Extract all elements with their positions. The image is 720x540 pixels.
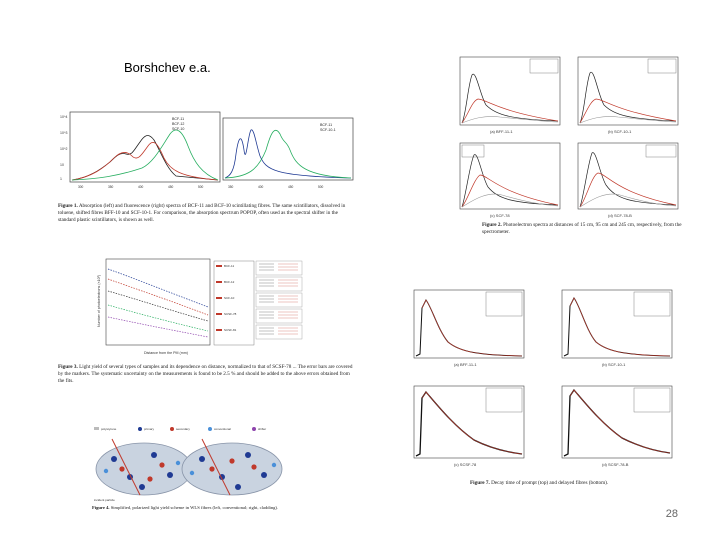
figure-7-caption-text: Decay time of prompt (top) and delayed f… xyxy=(491,480,609,486)
fig7-sub-d: (d) SCSF-78-B xyxy=(602,462,629,467)
svg-text:300: 300 xyxy=(78,185,84,189)
figure-2-caption-label: Figure 2. xyxy=(482,222,502,228)
figure-2: (a) BFF-11-1 (b) SCF-10-1 (c) SCF-78 (d)… xyxy=(450,55,680,225)
fig3-ylabel: Number of photoelectrons (×10³) xyxy=(97,275,101,327)
figure-2-caption-text: Photoelectron spectra at distances of 15… xyxy=(482,222,682,235)
svg-text:10: 10 xyxy=(60,163,64,167)
svg-text:SCSF-81: SCSF-81 xyxy=(224,328,237,332)
svg-text:BCF-11: BCF-11 xyxy=(224,264,234,268)
svg-text:BCF-12: BCF-12 xyxy=(224,280,235,284)
figure-3: Number of photoelectrons (×10³) Distance… xyxy=(96,257,306,359)
figure-7-caption: Figure 7. Decay time of prompt (top) and… xyxy=(470,480,670,487)
figure-4: polystyrene primary secondary convention… xyxy=(92,425,292,503)
fig2-sub-d: (d) SCF-78-B xyxy=(608,213,632,218)
figure-2-plots: (a) BFF-11-1 (b) SCF-10-1 (c) SCF-78 (d)… xyxy=(459,56,679,218)
fig3-xlabel: Distance from the PM (mm) xyxy=(144,351,188,355)
svg-text:SCSF-78: SCSF-78 xyxy=(224,312,237,316)
fig1-left-legend-2: BCF-12 xyxy=(172,122,184,126)
svg-text:10^3: 10^3 xyxy=(60,131,68,135)
fig2-panel-a: (a) BFF-11-1 xyxy=(459,56,561,134)
figure-3-plot: Number of photoelectrons (×10³) Distance… xyxy=(97,258,303,355)
figure-7-plots: (a) BFF-11-1 (b) SCF-10-1 (c) SCSF-78 (d… xyxy=(413,289,673,467)
figure-3-caption-text: Light yield of several types of samples … xyxy=(58,364,353,384)
figure-1-caption: Figure 1. Absorption (left) and fluoresc… xyxy=(58,203,353,224)
figure-7-caption-label: Figure 7. xyxy=(470,480,490,486)
fig7-sub-a: (a) BFF-11-1 xyxy=(454,362,477,367)
svg-text:400: 400 xyxy=(138,185,144,189)
figure-4-diagram: polystyrene primary secondary convention… xyxy=(94,427,283,502)
svg-text:500: 500 xyxy=(198,185,204,189)
fig2-sub-a: (a) BFF-11-1 xyxy=(490,129,513,134)
svg-text:polystyrene: polystyrene xyxy=(101,427,117,431)
figure-3-caption-label: Figure 3. xyxy=(58,364,78,370)
fig7-sub-b: (b) SCF-10-1 xyxy=(602,362,626,367)
fig1-right-legend-1: BCF-11 xyxy=(320,123,332,127)
svg-text:500: 500 xyxy=(318,185,324,189)
figure-4-caption-text: Simplified, polarized light yield scheme… xyxy=(110,505,279,510)
svg-text:400: 400 xyxy=(258,185,264,189)
svg-text:SCF-10: SCF-10 xyxy=(224,296,235,300)
svg-text:350: 350 xyxy=(228,185,234,189)
svg-text:incident particle: incident particle xyxy=(94,498,115,502)
page-number: 28 xyxy=(665,508,678,520)
svg-text:10^2: 10^2 xyxy=(60,147,68,151)
figure-4-caption: Figure 4. Simplified, polarized light yi… xyxy=(92,505,292,511)
fig2-sub-b: (b) SCF-10-1 xyxy=(608,129,632,134)
fig7-panel-d: (d) SCSF-78-B xyxy=(561,385,673,467)
fig2-panel-b: (b) SCF-10-1 xyxy=(577,56,679,134)
svg-text:10^4: 10^4 xyxy=(60,115,68,119)
figure-4-caption-label: Figure 4. xyxy=(92,505,110,510)
fig1-left-legend-1: BCF-11 xyxy=(172,117,184,121)
svg-text:350: 350 xyxy=(108,185,114,189)
svg-text:primary: primary xyxy=(144,427,155,431)
figure-1-caption-label: Figure 1. xyxy=(58,203,78,209)
figure-1: 10^4 10^3 10^2 10 1 BCF-11 BCF-12 SCF-10 300… xyxy=(58,110,358,200)
author-label: Borshchev e.a. xyxy=(124,60,211,75)
fig2-panel-c: (c) SCF-78 xyxy=(459,142,561,218)
fig7-panel-a: (a) BFF-11-1 xyxy=(413,289,525,367)
fig2-sub-c: (c) SCF-78 xyxy=(490,213,510,218)
fig7-panel-c: (c) SCSF-78 xyxy=(413,385,525,467)
fig7-sub-c: (c) SCSF-78 xyxy=(454,462,477,467)
svg-text:1: 1 xyxy=(60,177,62,181)
figure-7: (a) BFF-11-1 (b) SCF-10-1 (c) SCSF-78 (d… xyxy=(398,288,688,478)
fig1-left-legend-3: SCF-10 xyxy=(172,127,184,131)
figure-1-plots: 10^4 10^3 10^2 10 1 BCF-11 BCF-12 SCF-10 300… xyxy=(60,111,354,189)
figure-3-caption: Figure 3. Light yield of several types o… xyxy=(58,364,353,385)
fig7-panel-b: (b) SCF-10-1 xyxy=(561,289,673,367)
figure-2-caption: Figure 2. Photoelectron spectra at dista… xyxy=(482,222,682,236)
svg-text:450: 450 xyxy=(288,185,294,189)
figure-1-caption-text: Absorption (left) and fluorescence (righ… xyxy=(58,203,346,223)
fig2-panel-d: (d) SCF-78-B xyxy=(577,142,679,218)
svg-text:shifter: shifter xyxy=(258,427,266,431)
svg-text:secondary: secondary xyxy=(176,427,190,431)
fig1-right-legend-2: SCF-10-1 xyxy=(320,128,336,132)
svg-text:450: 450 xyxy=(168,185,174,189)
svg-text:conventional: conventional xyxy=(214,427,231,431)
